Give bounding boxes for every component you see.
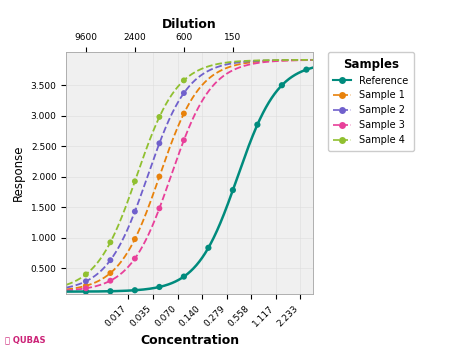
Point xyxy=(180,137,188,143)
Point xyxy=(82,285,90,291)
Point xyxy=(155,174,163,179)
Point xyxy=(229,187,237,193)
X-axis label: Dilution: Dilution xyxy=(162,18,217,31)
X-axis label: Concentration: Concentration xyxy=(140,334,239,346)
Point xyxy=(131,288,139,293)
Point xyxy=(302,67,310,72)
Point xyxy=(155,284,163,290)
Point xyxy=(180,78,188,83)
Point xyxy=(180,111,188,116)
Legend: Reference, Sample 1, Sample 2, Sample 3, Sample 4: Reference, Sample 1, Sample 2, Sample 3,… xyxy=(328,52,414,151)
Y-axis label: Response: Response xyxy=(12,145,25,201)
Point xyxy=(155,206,163,211)
Point xyxy=(107,278,114,283)
Text: ⬜ QUBAS: ⬜ QUBAS xyxy=(5,335,45,344)
Point xyxy=(107,270,114,276)
Point xyxy=(107,289,114,294)
Point xyxy=(180,274,188,279)
Point xyxy=(82,279,90,284)
Point xyxy=(82,272,90,277)
Point xyxy=(155,140,163,146)
Point xyxy=(131,236,139,242)
Point xyxy=(254,122,261,127)
Point xyxy=(278,82,286,88)
Point xyxy=(131,256,139,261)
Point xyxy=(82,283,90,289)
Point xyxy=(131,209,139,214)
Point xyxy=(205,245,212,251)
Point xyxy=(107,257,114,263)
Point xyxy=(107,239,114,245)
Point xyxy=(131,179,139,184)
Point xyxy=(82,289,90,294)
Point xyxy=(180,90,188,96)
Point xyxy=(155,114,163,120)
